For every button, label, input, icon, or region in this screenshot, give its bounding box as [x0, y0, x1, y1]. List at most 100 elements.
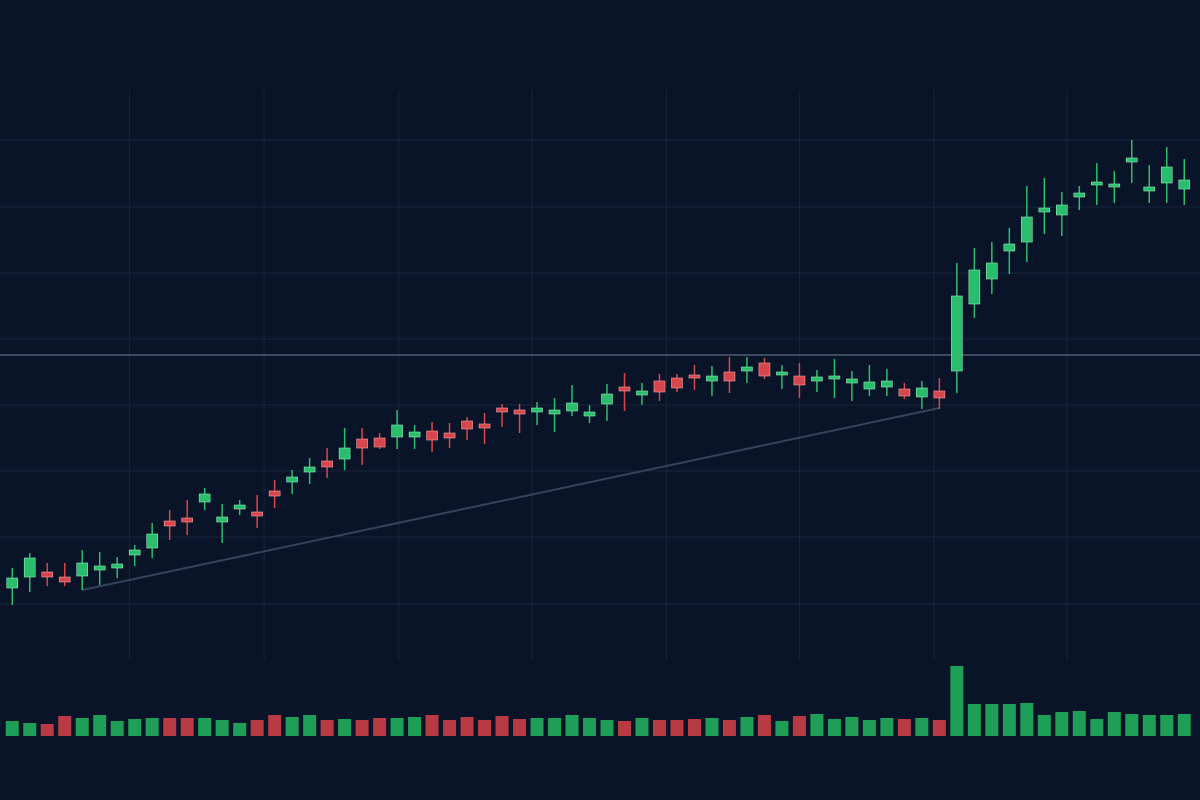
candle-body — [303, 466, 316, 473]
volume-bar — [1037, 715, 1051, 736]
candle-body — [496, 407, 508, 413]
volume-bar — [722, 720, 736, 736]
candle-body — [601, 393, 613, 405]
candle-body — [653, 380, 666, 393]
candle-body — [251, 511, 263, 517]
volume-bar — [233, 723, 247, 736]
volume-bar — [915, 718, 929, 736]
candle-body — [233, 504, 246, 510]
candle-body — [513, 409, 526, 415]
volume-bar — [1072, 711, 1086, 736]
candle-body — [723, 371, 736, 382]
volume-bar — [495, 716, 509, 736]
candle-body — [583, 411, 596, 417]
candle-body — [356, 438, 368, 449]
candle-body — [268, 490, 281, 497]
volume-bar — [180, 718, 194, 736]
volume-bar — [950, 666, 964, 736]
volume-bar — [827, 719, 841, 736]
volume-bar — [792, 716, 806, 736]
volume-bar — [23, 723, 37, 736]
candle-body — [163, 520, 176, 527]
candle-body — [6, 577, 19, 589]
volume-bar — [705, 718, 719, 736]
candle-body — [443, 432, 456, 439]
candle-body — [776, 371, 788, 376]
candle-body — [391, 424, 403, 438]
volume-bar — [110, 721, 124, 736]
candle-body — [951, 295, 963, 372]
volume-bar — [320, 720, 334, 736]
volume-bar — [635, 718, 649, 736]
candle-body — [58, 576, 71, 583]
volume-bar — [5, 721, 19, 736]
volume-bar — [880, 718, 894, 736]
volume-bar — [740, 717, 754, 736]
candle-body — [1160, 166, 1173, 184]
candle-body — [408, 431, 421, 438]
volume-bar — [198, 718, 212, 736]
volume-bar — [58, 716, 72, 736]
candle-body — [338, 447, 351, 460]
volume-bar — [408, 717, 422, 736]
candle-body — [618, 386, 631, 392]
candle-body — [216, 516, 228, 523]
volume-bar — [145, 718, 159, 736]
candle-body — [1056, 204, 1068, 216]
volume-bar — [1177, 714, 1191, 736]
candle-body — [968, 269, 981, 305]
volume-bar — [1002, 704, 1016, 736]
volume-bar — [373, 718, 387, 736]
candle-body — [41, 571, 54, 578]
candle-body — [548, 409, 561, 415]
volume-bar — [513, 719, 527, 736]
volume-bar — [775, 721, 789, 736]
volume-bar — [652, 720, 666, 736]
candle-body — [1003, 243, 1016, 252]
candle-body — [146, 533, 158, 549]
candle-body — [986, 262, 998, 280]
candle-body — [1178, 179, 1191, 190]
volume-bar — [250, 720, 264, 736]
candle-body — [916, 387, 928, 398]
candle-body — [76, 562, 89, 577]
volume-bar — [1125, 714, 1139, 736]
volume-bar — [670, 720, 684, 736]
candle-body — [881, 380, 893, 388]
candle-body — [636, 390, 648, 396]
volume-bar — [355, 720, 369, 736]
volume-bar — [1160, 715, 1174, 736]
candle-body — [1090, 181, 1103, 186]
candle-body — [793, 375, 806, 386]
volume-bar — [268, 715, 282, 736]
volume-bar — [1020, 703, 1034, 736]
volume-bar — [443, 720, 457, 736]
volume-bar — [757, 715, 771, 736]
candle-body — [198, 493, 211, 503]
candle-body — [566, 402, 578, 412]
candle-body — [373, 437, 386, 448]
volume-bar — [128, 719, 142, 736]
candle-body — [531, 407, 543, 413]
volume-bar — [40, 724, 54, 736]
volume-bar — [338, 719, 352, 736]
volume-bar — [530, 718, 544, 736]
volume-bar — [845, 717, 859, 736]
volume-bar — [75, 718, 89, 736]
candle-body — [811, 376, 823, 382]
volume-bar — [285, 717, 299, 736]
volume-bar — [1142, 715, 1156, 736]
candle-body — [111, 563, 124, 569]
volume-bar — [897, 719, 911, 736]
volume-bar — [1055, 712, 1069, 736]
volume-bar — [478, 720, 492, 736]
volume-bar — [1107, 712, 1121, 736]
volume-bar — [163, 718, 177, 736]
volume-bar — [583, 718, 597, 736]
candle-body — [1073, 192, 1086, 198]
volume-bar — [303, 715, 317, 736]
candle-body — [478, 423, 491, 429]
candle-body — [181, 517, 193, 523]
